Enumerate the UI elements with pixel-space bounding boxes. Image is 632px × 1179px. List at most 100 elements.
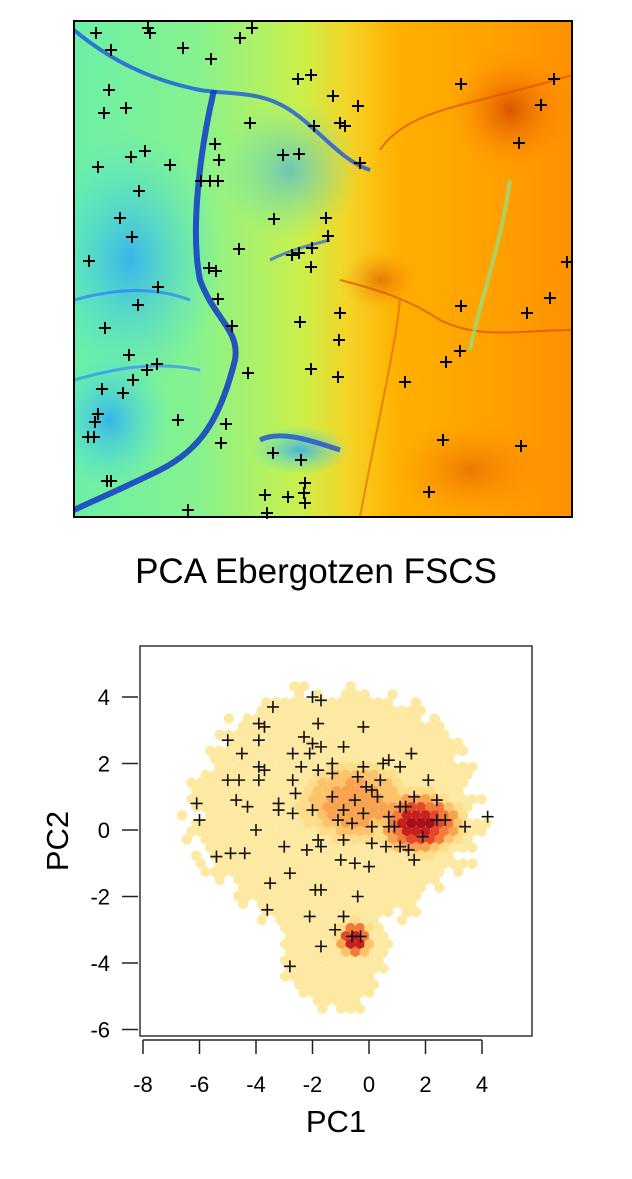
map-sample-marker [105,44,117,56]
sample-point [326,767,339,780]
sample-point [230,794,243,807]
map-sample-marker [90,27,102,39]
map-sample-marker [152,281,164,293]
map-sample-marker [320,212,332,224]
sample-point [289,787,302,800]
sample-point [422,774,435,787]
sample-point [261,903,274,916]
map-frame [73,20,573,518]
map-sample-marker [226,320,238,332]
map-sample-marker [205,53,217,65]
map-sample-marker [544,292,556,304]
sample-point [379,840,392,853]
y-tick-label: 2 [98,752,110,777]
map-sample-marker [293,247,305,259]
sample-point [190,797,203,810]
map-sample-marker [92,408,104,420]
map-sample-marker [293,148,305,160]
sample-point [399,800,412,813]
sample-point [286,807,299,820]
map-sample-marker [209,138,221,150]
axes: -8 -6 -4 -2 0 2 4 -6 -4 -2 0 2 4 [90,685,488,1097]
map-sample-marker [354,157,366,169]
map-sample-marker [327,90,339,102]
map-sample-marker [455,300,467,312]
sample-point [314,694,327,707]
map-sample-marker [513,137,525,149]
map-sample-marker [220,418,232,430]
map-sample-marker [268,213,280,225]
sample-point [241,800,254,813]
sample-point [286,747,299,760]
sample-point [365,820,378,833]
sample-point [233,774,246,787]
sample-point [286,774,299,787]
sample-point [300,843,313,856]
map-sample-marker [332,371,344,383]
map-sample-marker [212,293,224,305]
map-sample-marker [215,437,227,449]
map-sample-marker [99,322,111,334]
map-sample-marker [333,334,345,346]
map-sample-marker [339,120,351,132]
sample-point [221,774,234,787]
sample-point [314,840,327,853]
sample-point [312,764,325,777]
sample-point [266,700,279,713]
map-sample-marker [89,416,101,428]
sample-point [258,764,271,777]
sample-point [312,717,325,730]
sample-point [193,814,206,827]
sample-point [374,774,387,787]
map-sample-marker [521,307,533,319]
y-tick-label: -2 [90,885,110,910]
map-sample-marker [423,486,435,498]
map-sample-marker [117,387,129,399]
map-sample-marker [535,99,547,111]
map-sample-marker [261,507,273,519]
map-sample-marker [127,374,139,386]
sample-point [314,883,327,896]
map-sample-marker [92,161,104,173]
sample-point [371,790,384,803]
sample-point [337,740,350,753]
sample-point [357,807,370,820]
map-sample-marker [144,27,156,39]
sample-point [439,814,452,827]
sample-point [365,837,378,850]
map-sample-marker [308,120,320,132]
map-sample-marker [177,42,189,54]
map-sample-marker [123,349,135,361]
map-sample-marker [437,434,449,446]
map-sample-marker [98,107,110,119]
map-sample-marker [352,100,364,112]
plot-frame [139,645,533,1037]
map-sample-marker [234,32,246,44]
sample-point [306,804,319,817]
sample-point [394,840,407,853]
map-sample-marker [133,185,145,197]
map-sample-marker [172,414,184,426]
sample-point [337,910,350,923]
x-tick-label: 2 [419,1072,431,1097]
x-tick-label: 0 [363,1072,375,1097]
map-sample-marker [105,475,117,487]
map-sample-marker [120,102,132,114]
sample-point [351,890,364,903]
sample-point [394,760,407,773]
sample-point [295,760,308,773]
map-sample-marker [286,249,298,261]
map-sample-marker [164,159,176,171]
sample-point [365,784,378,797]
sample-point [314,940,327,953]
sample-point [402,843,415,856]
sample-point [283,867,296,880]
map-sample-marker [454,345,466,357]
map-sample-marker [267,447,279,459]
map-sample-marker [182,504,194,516]
map-sample-marker [244,117,256,129]
sample-point [252,774,265,787]
map-sample-marker [213,154,225,166]
density-hexbins [176,681,492,1014]
